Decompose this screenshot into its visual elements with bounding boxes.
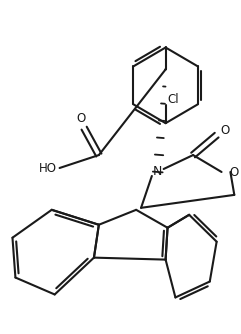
Text: N: N xyxy=(153,165,162,178)
Text: O: O xyxy=(221,124,230,137)
Text: HO: HO xyxy=(39,163,57,175)
Text: O: O xyxy=(77,112,86,125)
Text: Cl: Cl xyxy=(167,93,179,106)
Text: O: O xyxy=(229,166,239,179)
